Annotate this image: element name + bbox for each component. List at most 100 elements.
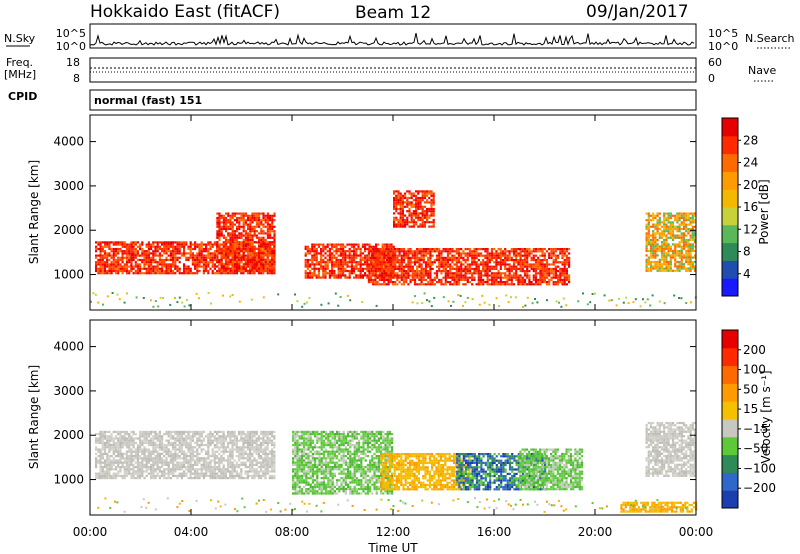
power-echo-cell	[264, 241, 267, 244]
power-echo-cell	[264, 267, 267, 270]
power-echo-cell	[449, 276, 452, 279]
power-echo-cell	[260, 252, 263, 255]
power-echo-cell	[249, 256, 252, 259]
power-echo-cell	[563, 281, 566, 284]
power-echo-cell	[674, 214, 677, 217]
power-echo-cell	[311, 256, 314, 259]
velocity-echo-cell	[136, 444, 139, 447]
power-echo-cell	[418, 250, 421, 253]
velocity-echo-cell	[191, 457, 194, 460]
velocity-echo-cell	[194, 470, 197, 473]
power-echo-cell	[134, 247, 137, 251]
power-echo-cell	[110, 272, 113, 275]
power-echo-cell	[376, 263, 379, 266]
power-echo-cell	[194, 243, 197, 246]
power-echo-cell	[335, 261, 338, 264]
power-echo-cell	[396, 265, 399, 268]
velocity-echo-cell	[99, 463, 102, 466]
power-echo-cell	[324, 252, 327, 255]
power-echo-cell	[561, 250, 564, 253]
velocity-echo-cell	[114, 430, 118, 433]
power-echo-cell	[423, 292, 426, 295]
power-echo-cell	[125, 265, 129, 268]
power-echo-cell	[405, 274, 408, 277]
power-echo-cell	[537, 256, 540, 259]
power-echo-cell	[260, 260, 263, 264]
power-echo-cell	[326, 263, 329, 266]
power-echo-cell	[372, 278, 375, 281]
power-echo-cell	[247, 232, 250, 235]
power-echo-cell	[357, 243, 360, 246]
velocity-echo-cell	[108, 457, 111, 460]
power-echo-cell	[615, 304, 618, 307]
velocity-echo-cell	[202, 448, 205, 451]
power-echo-cell	[331, 269, 334, 273]
power-echo-cell	[359, 276, 362, 279]
power-echo-cell	[132, 241, 135, 244]
power-echo-cell	[687, 212, 690, 215]
power-echo-cell	[372, 261, 375, 264]
power-echo-cell	[510, 270, 513, 273]
velocity-echo-cell	[114, 435, 118, 438]
velocity-echo-cell	[95, 459, 98, 462]
power-echo-cell	[390, 261, 393, 264]
power-echo-cell	[355, 252, 358, 255]
power-echo-cell	[333, 245, 336, 248]
power-echo-cell	[163, 245, 166, 248]
velocity-echo-cell	[180, 457, 183, 460]
power-echo-cell	[397, 203, 400, 206]
power-echo-cell	[541, 270, 544, 273]
power-echo-cell	[422, 250, 425, 253]
power-echo-cell	[369, 259, 373, 262]
power-echo-cell	[407, 250, 410, 253]
power-echo-cell	[475, 272, 478, 275]
power-echo-cell	[186, 298, 188, 301]
power-echo-cell	[431, 278, 434, 281]
power-echo-cell	[251, 216, 254, 220]
velocity-echo-cell	[191, 455, 194, 458]
power-echo-cell	[165, 241, 168, 244]
velocity-echo-cell	[185, 468, 188, 471]
power-echo-cell	[658, 249, 661, 253]
power-echo-cell	[313, 267, 316, 270]
power-echo-cell	[353, 245, 356, 248]
power-echo-cell	[395, 216, 398, 219]
power-echo-cell	[262, 265, 265, 268]
power-echo-cell	[387, 276, 390, 279]
power-echo-cell	[523, 274, 527, 277]
power-echo-cell	[231, 243, 234, 246]
power-echo-cell	[563, 254, 566, 257]
power-echo-cell	[521, 259, 524, 262]
velocity-echo-cell	[202, 466, 205, 469]
power-echo-cell	[473, 261, 476, 264]
power-echo-cell	[477, 276, 480, 279]
power-echo-cell	[685, 238, 688, 242]
power-echo-cell	[479, 270, 483, 273]
velocity-echo-cell	[117, 441, 120, 444]
power-echo-cell	[402, 252, 406, 255]
velocity-echo-cell	[194, 463, 197, 466]
power-echo-cell	[427, 265, 430, 268]
power-echo-cell	[689, 238, 692, 242]
power-echo-cell	[194, 265, 197, 268]
power-echo-cell	[545, 267, 549, 270]
velocity-echo-cell	[200, 472, 203, 475]
power-echo-cell	[438, 267, 441, 270]
power-echo-cell	[484, 272, 487, 275]
power-echo-cell	[202, 263, 205, 266]
power-echo-cell	[393, 203, 396, 206]
power-echo-cell	[211, 252, 214, 255]
power-echo-cell	[515, 261, 518, 264]
power-echo-cell	[147, 256, 150, 259]
power-echo-cell	[372, 270, 375, 273]
velocity-echo-cell	[130, 435, 133, 438]
power-echo-cell	[394, 248, 397, 251]
power-echo-cell	[128, 261, 131, 264]
power-echo-cell	[680, 236, 683, 239]
velocity-echo-cell	[121, 457, 124, 460]
velocity-echo-cell	[158, 448, 161, 451]
power-echo-cell	[649, 304, 652, 307]
power-echo-cell	[680, 241, 683, 244]
power-echo-cell	[523, 252, 527, 255]
power-echo-cell	[543, 278, 546, 281]
